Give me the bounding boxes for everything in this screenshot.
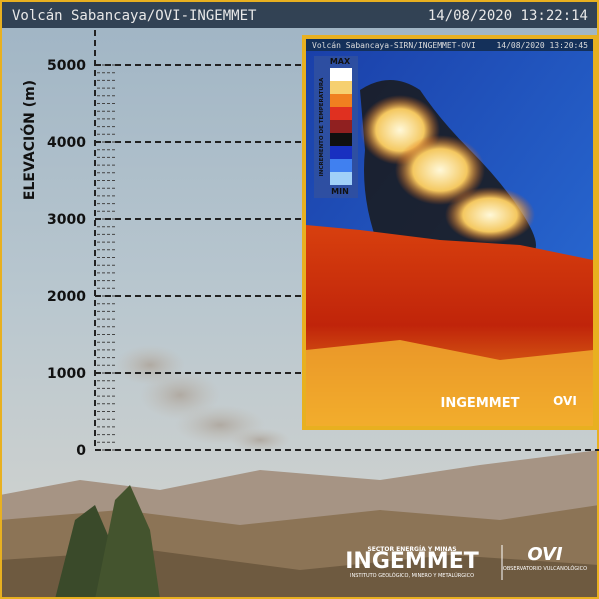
logo-ovi-desc: OBSERVATORIO VULCANOLÓGICO xyxy=(503,565,587,572)
elevation-tick-label: 5000 xyxy=(47,58,86,74)
legend-min: MIN xyxy=(331,187,349,196)
elevation-tick-label: 2000 xyxy=(47,289,86,305)
elevation-tick-label: 0 xyxy=(76,443,86,459)
logo-ovi: OVI xyxy=(527,544,563,565)
thermal-inset: Volcán Sabancaya-SIRN/INGEMMET-OVI 14/08… xyxy=(302,35,597,430)
legend-colorbar xyxy=(330,68,352,185)
elevation-tick-label: 1000 xyxy=(47,366,86,382)
elevation-tick-label: 3000 xyxy=(47,212,86,228)
header-title: Volcán Sabancaya/OVI-INGEMMET xyxy=(12,8,257,24)
inset-title: Volcán Sabancaya-SIRN/INGEMMET-OVI xyxy=(312,41,476,50)
inset-logo-ovi: OVI xyxy=(553,394,577,408)
elevation-tick-label: 4000 xyxy=(47,135,86,151)
webcam-frame: Volcán Sabancaya/OVI-INGEMMET 14/08/2020… xyxy=(0,0,599,599)
logo-ingemmet-desc: INSTITUTO GEOLÓGICO, MINERO Y METALÚRGIC… xyxy=(350,572,474,579)
legend-max: MAX xyxy=(330,57,351,66)
inset-logo-ingemmet: INGEMMET xyxy=(441,396,520,411)
elevation-label: ELEVACIÓN (m) xyxy=(20,80,38,200)
inset-timestamp: 14/08/2020 13:20:45 xyxy=(496,41,588,50)
logo-ingemmet: INGEMMET xyxy=(345,549,479,574)
header-timestamp: 14/08/2020 13:22:14 xyxy=(428,8,588,24)
legend-label: INCREMENTO DE TEMPERATURA xyxy=(319,77,325,176)
